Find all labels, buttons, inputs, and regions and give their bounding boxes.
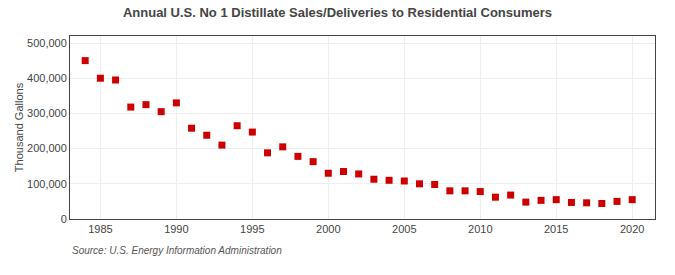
svg-text:Source: U.S. Energy Informatio: Source: U.S. Energy Information Administ… bbox=[72, 245, 282, 256]
svg-text:100,000: 100,000 bbox=[27, 178, 67, 190]
svg-text:2000: 2000 bbox=[316, 223, 340, 235]
svg-text:1990: 1990 bbox=[164, 223, 188, 235]
svg-text:2005: 2005 bbox=[392, 223, 416, 235]
svg-text:200,000: 200,000 bbox=[27, 142, 67, 154]
svg-text:0: 0 bbox=[61, 213, 67, 225]
svg-text:Annual U.S. No 1 Distillate Sa: Annual U.S. No 1 Distillate Sales/Delive… bbox=[123, 5, 552, 20]
svg-text:1995: 1995 bbox=[240, 223, 264, 235]
svg-text:400,000: 400,000 bbox=[27, 72, 67, 84]
svg-text:300,000: 300,000 bbox=[27, 107, 67, 119]
svg-text:500,000: 500,000 bbox=[27, 37, 67, 49]
svg-text:Thousand Gallons: Thousand Gallons bbox=[13, 82, 25, 172]
svg-text:2015: 2015 bbox=[544, 223, 568, 235]
svg-text:2010: 2010 bbox=[468, 223, 492, 235]
svg-text:1985: 1985 bbox=[88, 223, 112, 235]
svg-text:2020: 2020 bbox=[620, 223, 644, 235]
